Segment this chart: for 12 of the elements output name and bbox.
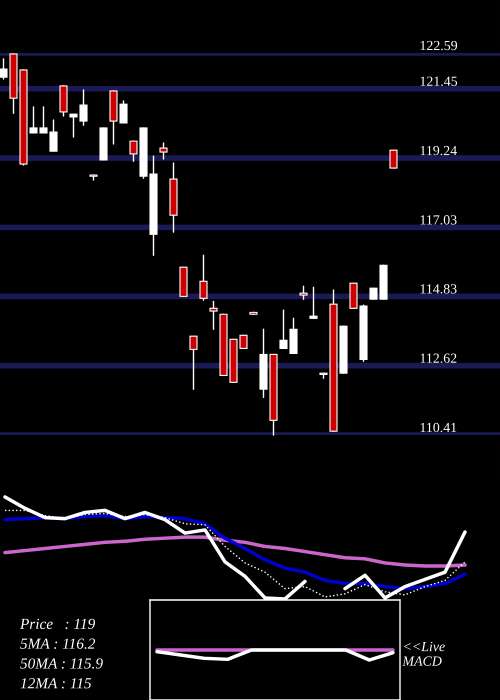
text: 5MA : 116.2	[20, 638, 96, 649]
y-tick-label: 110.41	[420, 422, 456, 432]
text: 50MA : 115.9	[20, 658, 103, 669]
y-tick-label: 121.45	[420, 76, 458, 86]
annotation: <<Live MACD	[402, 642, 445, 666]
y-tick-label: 122.59	[420, 40, 458, 50]
text: 12MA : 115	[20, 678, 92, 688]
text: Price : 119	[20, 618, 95, 630]
y-tick-label: 117.03	[420, 215, 457, 225]
y-tick-label: 114.83	[420, 284, 457, 294]
y-tick-label: 112.62	[420, 354, 456, 363]
y-tick-label: 119.24	[420, 146, 457, 156]
